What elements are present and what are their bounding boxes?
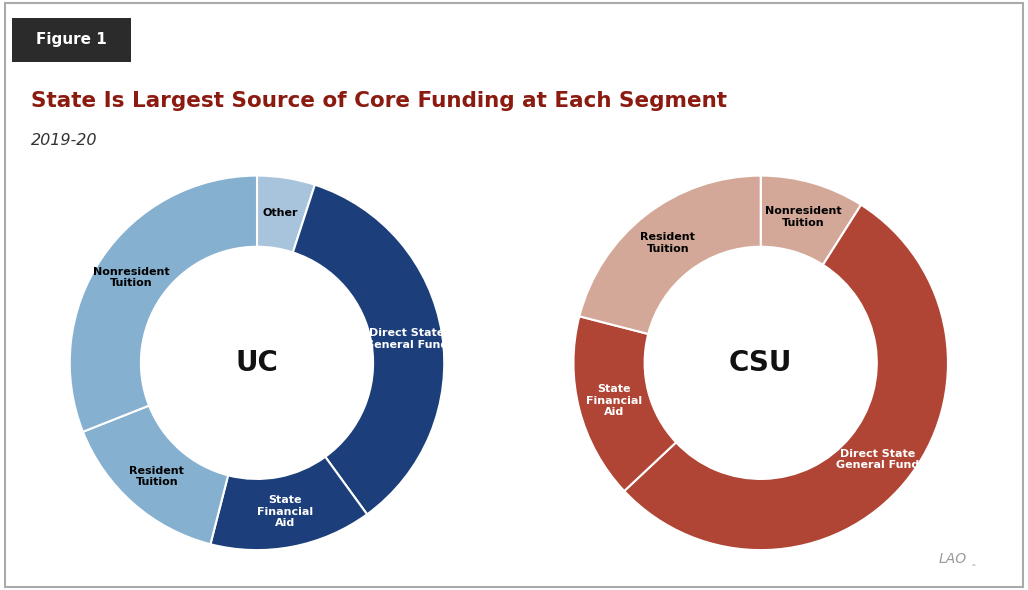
Wedge shape	[257, 176, 315, 253]
Text: State
Financial
Aid: State Financial Aid	[586, 384, 641, 417]
Wedge shape	[211, 457, 367, 550]
Text: UC: UC	[235, 349, 279, 377]
Text: CSU: CSU	[729, 349, 793, 377]
Wedge shape	[574, 316, 676, 491]
Text: Resident
Tuition: Resident Tuition	[130, 466, 184, 487]
Text: Direct State
General Fund: Direct State General Fund	[836, 449, 919, 470]
Wedge shape	[580, 176, 761, 334]
Text: Figure 1: Figure 1	[36, 32, 107, 47]
Text: State Is Largest Source of Core Funding at Each Segment: State Is Largest Source of Core Funding …	[31, 91, 727, 112]
Text: 2019-20: 2019-20	[31, 133, 98, 148]
Wedge shape	[624, 205, 948, 550]
Text: Nonresident
Tuition: Nonresident Tuition	[765, 206, 841, 228]
Text: Direct State
General Fund: Direct State General Fund	[365, 328, 448, 350]
Text: Nonresident
Tuition: Nonresident Tuition	[94, 267, 170, 289]
Text: State
Financial
Aid: State Financial Aid	[257, 495, 314, 529]
Wedge shape	[70, 176, 257, 432]
Wedge shape	[83, 405, 228, 544]
Text: Other: Other	[263, 208, 298, 218]
Text: ‸: ‸	[971, 556, 976, 566]
Text: Resident
Tuition: Resident Tuition	[640, 232, 695, 254]
Text: LAO: LAO	[939, 552, 966, 566]
Wedge shape	[293, 185, 444, 514]
Wedge shape	[761, 176, 861, 265]
